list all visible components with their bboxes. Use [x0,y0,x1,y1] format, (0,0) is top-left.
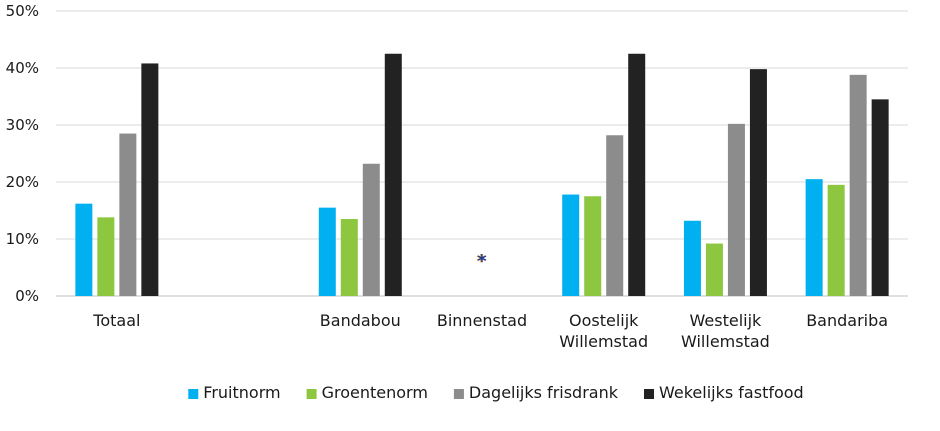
legend-label: Groentenorm [322,383,428,402]
legend-item: Groentenorm [306,383,428,402]
legend-label: Dagelijks frisdrank [469,383,619,402]
gridlines [56,10,908,240]
x-tick-label: Totaal [92,311,140,330]
bar [827,184,845,296]
legend-label: Fruitnorm [203,383,280,402]
bar [362,163,380,296]
bar [97,217,115,296]
bar [849,74,867,296]
bar [805,179,823,296]
bar [628,53,646,296]
legend-swatch [644,389,655,399]
x-tick-label: Bandabou [320,311,401,330]
bar [727,123,745,296]
legend-swatch [188,389,199,399]
bar [749,69,767,296]
annotations: ** [476,251,487,272]
x-tick-label: Oostelijk Willemstad [559,311,648,351]
x-tick-label: Westelijk Willemstad [681,311,770,351]
bar [606,135,624,296]
bar [340,219,358,296]
legend-swatch [306,389,317,399]
bar [705,243,723,296]
legend: Fruitnorm Groentenorm Dagelijks frisdrank W… [188,383,804,402]
legend-item: Wekelijks fastfood [644,383,804,402]
legend-item: Dagelijks frisdrank [453,383,619,402]
bar [141,63,159,296]
legend-swatch [453,389,464,399]
bar [75,203,93,296]
bars [75,53,889,296]
bar [562,194,580,296]
x-tick-label: Bandariba [806,311,888,330]
legend-label: Wekelijks fastfood [659,383,804,402]
y-tick-label: 10% [6,230,39,248]
bar [119,133,137,296]
y-tick-label: 0% [15,287,39,305]
legend-item: Fruitnorm [188,383,281,402]
x-tick-label: Binnenstad [437,311,527,330]
y-tick-label: 50% [6,2,39,20]
y-tick-label: 30% [6,116,39,134]
annotation-marker-shadow: * [476,251,486,272]
annotation-marker: * [477,251,487,272]
bar [871,99,889,296]
bar [318,207,336,296]
bar [683,220,701,296]
bar [584,196,602,296]
y-axis: 0% 10% 20% 30% 40% 50% [6,2,39,305]
y-tick-label: 20% [6,173,39,191]
bar [384,53,402,296]
y-tick-label: 40% [6,59,39,77]
x-axis: Totaal Bandabou Binnenstad Oostelijk Willems… [92,311,888,351]
